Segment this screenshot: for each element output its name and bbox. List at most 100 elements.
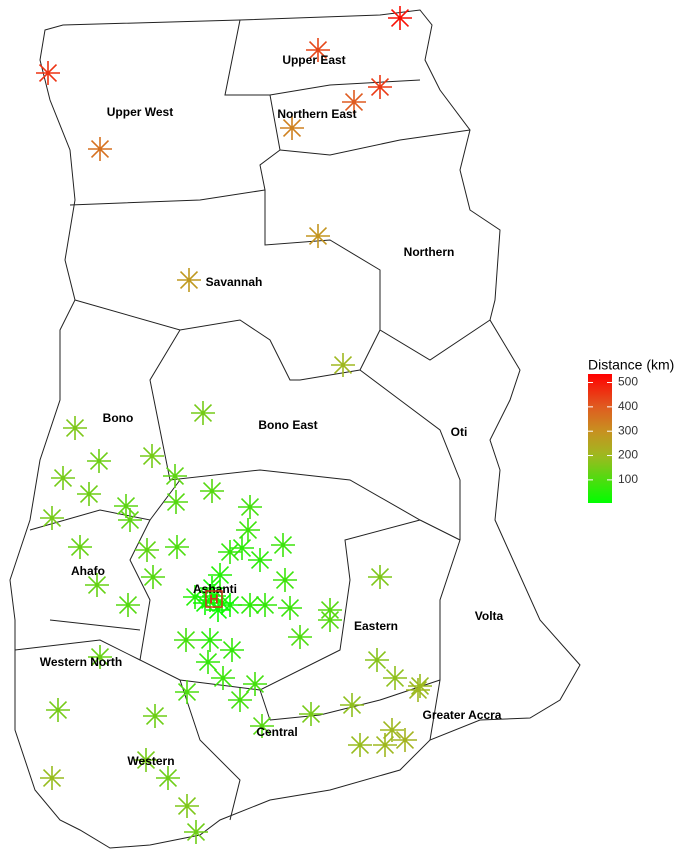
facility-star — [191, 401, 215, 425]
facility-star — [238, 593, 262, 617]
legend-title: Distance (km) — [588, 357, 674, 373]
tick-label: 100 — [618, 472, 638, 486]
region-label: Upper East — [282, 53, 345, 67]
facility-star — [177, 268, 201, 292]
facility-star — [365, 648, 389, 672]
facility-star — [63, 416, 87, 440]
facility-star — [273, 568, 297, 592]
facility-star — [278, 596, 302, 620]
facility-star — [218, 540, 242, 564]
facility-star — [280, 116, 304, 140]
region-label: Upper West — [107, 105, 173, 119]
facility-star — [40, 506, 64, 530]
boundaries — [9, 9, 581, 849]
facility-star — [141, 565, 165, 589]
facility-star — [51, 466, 75, 490]
tick-label: 500 — [618, 375, 638, 389]
hospital-label: H — [209, 591, 218, 606]
facility-star — [85, 573, 109, 597]
facility-star — [87, 449, 111, 473]
facility-star — [208, 563, 232, 587]
facility-star — [206, 598, 230, 622]
facility-star — [299, 702, 323, 726]
region-label: Ahafo — [71, 564, 105, 578]
facility-star — [175, 794, 199, 818]
tick-label: 200 — [618, 448, 638, 462]
facility-star — [46, 698, 70, 722]
facility-star — [193, 591, 217, 615]
facility-star — [218, 593, 242, 617]
facility-star — [368, 75, 392, 99]
facility-star — [196, 650, 220, 674]
facility-star — [368, 565, 392, 589]
legend-ticks: 100 200 300 400 500 — [588, 375, 638, 486]
facility-star — [306, 38, 330, 62]
facility-star — [238, 495, 262, 519]
facility-star — [228, 688, 252, 712]
facility-star — [211, 666, 235, 690]
facility-star — [68, 535, 92, 559]
facility-star — [288, 625, 312, 649]
facility-star — [198, 628, 222, 652]
facility-star — [174, 628, 198, 652]
facility-star — [77, 482, 101, 506]
tick-label: 400 — [618, 399, 638, 413]
facility-star — [164, 490, 188, 514]
facility-star — [236, 518, 260, 542]
facility-star — [156, 766, 180, 790]
facility-star — [175, 680, 199, 704]
region-label: Bono East — [258, 418, 317, 432]
region-label: Oti — [451, 425, 468, 439]
facility-star — [220, 638, 244, 662]
facility-star — [373, 733, 397, 757]
facility-star — [248, 548, 272, 572]
facility-star — [36, 61, 60, 85]
region-label: Savannah — [206, 275, 263, 289]
facility-star — [408, 674, 432, 698]
facility-star — [318, 608, 342, 632]
facility-star — [388, 6, 412, 30]
facility-star — [114, 494, 138, 518]
region-label: Western — [127, 754, 174, 768]
facility-star — [40, 766, 64, 790]
region-label: Northern — [404, 245, 455, 259]
facility-star — [271, 533, 295, 557]
region-label: Bono — [103, 411, 134, 425]
facility-star — [348, 733, 372, 757]
facility-star — [383, 666, 407, 690]
facility-star — [165, 535, 189, 559]
facility-star — [140, 444, 164, 468]
facility-star — [183, 585, 207, 609]
facility-star — [306, 224, 330, 248]
facility-star — [163, 464, 187, 488]
region-label: Ashanti — [193, 582, 237, 596]
facility-star — [200, 576, 224, 600]
facility-star — [135, 538, 159, 562]
facility-star — [118, 508, 142, 532]
region-label: Northern East — [277, 107, 356, 121]
facility-star — [200, 479, 224, 503]
facility-star — [243, 672, 267, 696]
region-label: Central — [256, 725, 297, 739]
facility-star — [250, 714, 274, 738]
facility-star — [340, 693, 364, 717]
colorbar — [588, 374, 612, 503]
facility-star — [143, 704, 167, 728]
region-labels: Upper West Upper East Northern East Norther… — [40, 53, 504, 768]
facility-star — [380, 718, 404, 742]
facility-star — [342, 90, 366, 114]
facility-star — [230, 536, 254, 560]
facility-star — [393, 728, 417, 752]
facility-star — [88, 137, 112, 161]
facility-star — [331, 353, 355, 377]
region-label: Greater Accra — [423, 708, 502, 722]
facility-star — [406, 678, 430, 702]
facility-star — [116, 593, 140, 617]
tick-label: 300 — [618, 423, 638, 437]
region-label: Eastern — [354, 619, 398, 633]
region-label: Volta — [475, 609, 504, 623]
facility-star — [253, 593, 277, 617]
region-label: Western North — [40, 655, 122, 669]
hospital-box — [205, 590, 223, 608]
